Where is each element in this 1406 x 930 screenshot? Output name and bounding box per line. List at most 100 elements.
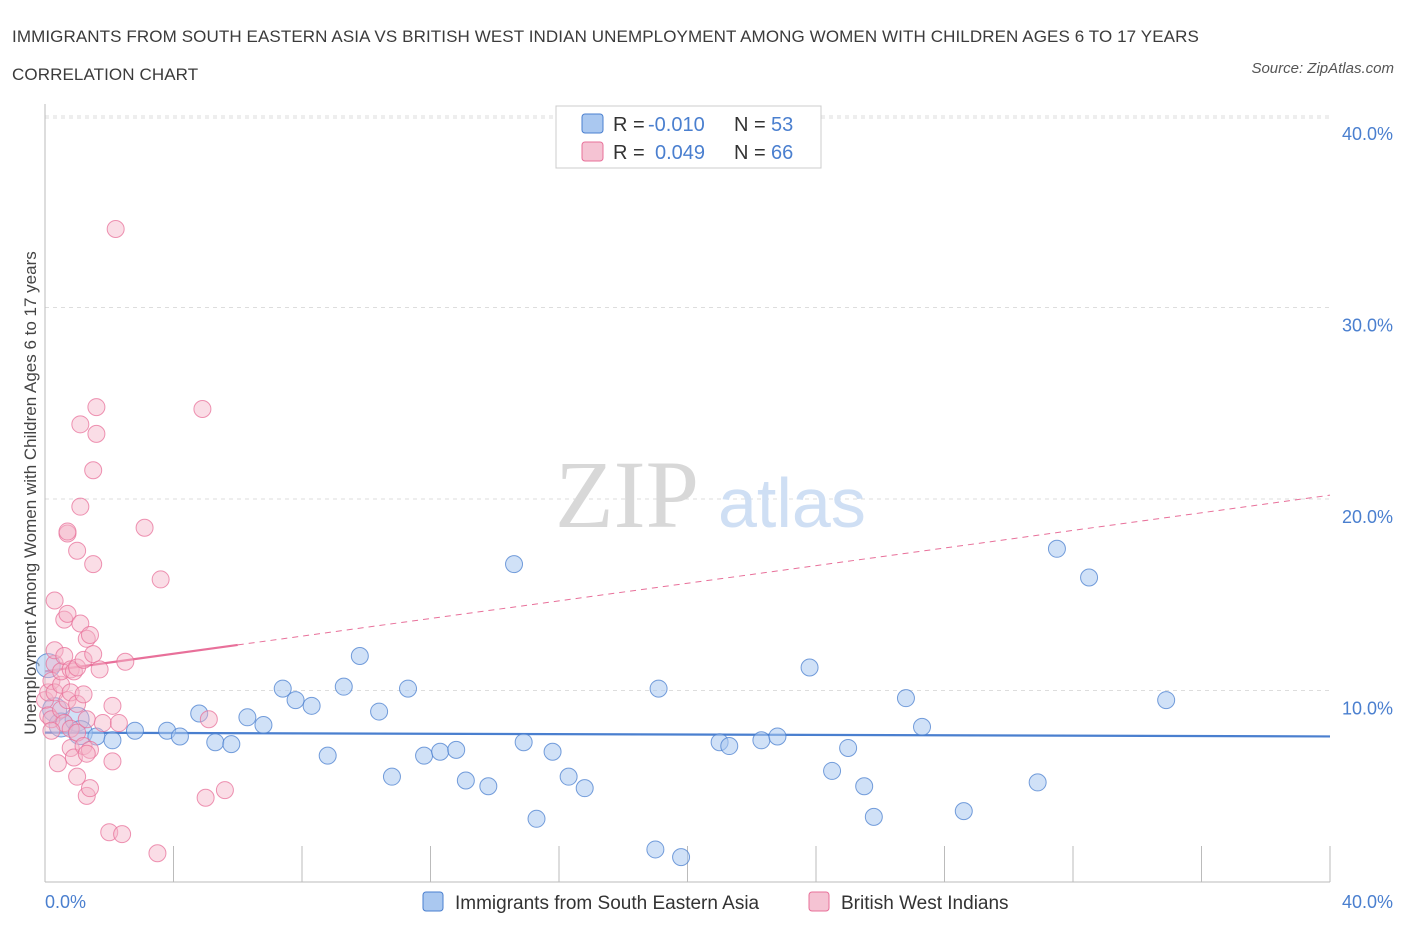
x-tick-label-1: 0.0% — [45, 892, 86, 912]
bottom-legend: Immigrants from South Eastern Asia Briti… — [422, 891, 1009, 914]
point-immigrants-40 — [720, 737, 739, 756]
trend-line-bwi-dashed — [237, 494, 1331, 646]
point-immigrants-48 — [896, 689, 915, 708]
point-bwi-24 — [61, 660, 80, 679]
point-bwi-64 — [215, 781, 234, 800]
series-immigrants-points — [35, 539, 1176, 867]
point-immigrants-14 — [238, 708, 257, 727]
point-bwi-11 — [52, 700, 71, 719]
point-bwi-10 — [48, 754, 67, 773]
y-tick-label-4: 40.0% — [1342, 124, 1393, 144]
point-bwi-49 — [90, 660, 109, 679]
point-bwi-59 — [148, 844, 167, 863]
bottom-legend-label-1: Immigrants from South Eastern Asia — [455, 893, 760, 914]
point-immigrants-45 — [839, 738, 858, 757]
gridlines — [45, 115, 1330, 691]
point-immigrants-18 — [302, 696, 321, 715]
point-bwi-61 — [193, 399, 212, 418]
point-immigrants-26 — [431, 742, 450, 761]
point-bwi-4 — [42, 671, 61, 690]
point-bwi-63 — [199, 710, 218, 729]
point-immigrants-35 — [575, 779, 594, 798]
legend-box: R = -0.010 N = 53 R = 0.049 N = 66 — [555, 105, 822, 169]
point-immigrants-42 — [768, 727, 787, 746]
legend-n-label-1: N = — [734, 114, 766, 136]
legend-n-label-2: N = — [734, 142, 766, 164]
point-bwi-12 — [52, 675, 71, 694]
point-immigrants-47 — [864, 807, 883, 826]
point-bwi-9 — [45, 591, 64, 610]
point-bwi-50 — [93, 714, 112, 733]
point-immigrants-11 — [190, 704, 209, 723]
legend-swatch-blue — [581, 113, 604, 134]
point-immigrants-28 — [456, 771, 475, 790]
y-tick-labels: 10.0% 20.0% 30.0% 40.0% — [1342, 124, 1393, 719]
point-bwi-36 — [74, 685, 93, 704]
point-immigrants-36 — [646, 840, 665, 859]
point-immigrants-34 — [559, 767, 578, 786]
y-axis-label: Unemployment Among Women with Children A… — [21, 251, 40, 735]
point-immigrants-25 — [415, 746, 434, 765]
point-bwi-62 — [196, 788, 215, 807]
point-bwi-33 — [71, 415, 90, 434]
point-immigrants-15 — [254, 715, 273, 734]
trend-lines — [44, 494, 1331, 738]
point-immigrants-8 — [125, 721, 144, 740]
bottom-legend-swatch-blue — [422, 891, 444, 912]
point-immigrants-16 — [273, 679, 292, 698]
point-bwi-60 — [151, 570, 170, 589]
chart-title: IMMIGRANTS FROM SOUTH EASTERN ASIA VS BR… — [12, 27, 1199, 84]
point-bwi-43 — [80, 779, 99, 798]
point-immigrants-49 — [913, 717, 932, 736]
point-immigrants-44 — [823, 761, 842, 780]
axes — [44, 104, 1331, 883]
legend-r-value-1: -0.010 — [648, 114, 705, 136]
point-immigrants-52 — [1047, 539, 1066, 558]
legend-r-label-1: R = — [613, 114, 645, 136]
point-bwi-18 — [58, 604, 77, 623]
point-bwi-48 — [87, 398, 106, 417]
trend-line-bwi-solid — [44, 643, 238, 673]
point-bwi-65 — [42, 721, 61, 740]
point-bwi-42 — [80, 625, 99, 644]
point-immigrants-43 — [800, 658, 819, 677]
bottom-legend-label-2: British West Indians — [841, 893, 1009, 914]
point-bwi-58 — [135, 518, 154, 537]
point-bwi-53 — [103, 752, 122, 771]
point-immigrants-1 — [35, 653, 61, 679]
point-immigrants-51 — [1028, 773, 1047, 792]
point-bwi-31 — [68, 541, 87, 560]
legend-swatch-pink — [581, 141, 604, 162]
point-immigrants-46 — [855, 777, 874, 796]
point-immigrants-23 — [382, 767, 401, 786]
legend-r-value-2: 0.049 — [655, 142, 705, 164]
point-immigrants-30 — [505, 555, 524, 574]
point-immigrants-22 — [370, 702, 389, 721]
point-bwi-8 — [45, 641, 64, 660]
point-bwi-56 — [113, 825, 132, 844]
point-bwi-46 — [84, 461, 103, 480]
point-immigrants-13 — [222, 735, 241, 754]
point-immigrants-17 — [286, 691, 305, 710]
series-british-west-indians-points — [36, 219, 234, 863]
point-bwi-52 — [103, 696, 122, 715]
point-bwi-20 — [58, 522, 77, 541]
point-bwi-54 — [106, 219, 125, 238]
point-immigrants-32 — [527, 809, 546, 828]
point-bwi-44 — [84, 645, 103, 664]
point-bwi-39 — [77, 710, 96, 729]
point-immigrants-12 — [206, 733, 225, 752]
source-label: Source: ZipAtlas.com — [1251, 60, 1394, 77]
bottom-legend-swatch-pink — [808, 891, 830, 912]
point-bwi-7 — [45, 654, 64, 673]
point-bwi-32 — [71, 614, 90, 633]
point-immigrants-7 — [103, 731, 122, 750]
x-tick-labels: 0.0% 40.0% — [45, 892, 1393, 912]
x-tick-label-2: 40.0% — [1342, 892, 1393, 912]
legend-r-label-2: R = — [613, 142, 645, 164]
point-bwi-45 — [84, 555, 103, 574]
point-immigrants-38 — [672, 848, 691, 867]
y-tick-label-1: 10.0% — [1342, 699, 1393, 719]
watermark-atlas: atlas — [718, 464, 866, 542]
